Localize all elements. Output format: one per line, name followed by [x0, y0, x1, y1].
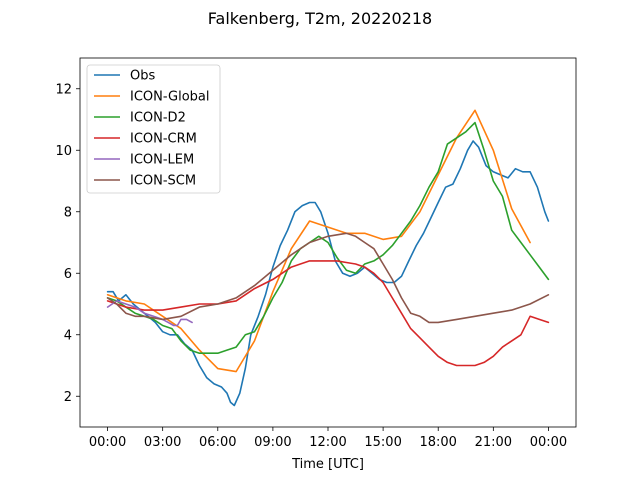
- x-tick-label: 18:00: [419, 435, 456, 450]
- y-tick-label: 8: [64, 205, 72, 220]
- x-tick-label: 15:00: [364, 435, 401, 450]
- x-tick-label: 00:00: [530, 435, 567, 450]
- legend-label-icon-d2: ICON-D2: [130, 111, 186, 126]
- x-tick-label: 09:00: [254, 435, 291, 450]
- x-axis-ticks: 00:00 03:00 06:00 09:00 12:00 15:00 18:00 21:00…: [89, 427, 567, 450]
- x-tick-label: 21:00: [475, 435, 512, 450]
- y-tick-label: 2: [64, 390, 72, 405]
- x-tick-label: 06:00: [199, 435, 236, 450]
- x-axis-label: Time [UTC]: [291, 457, 364, 472]
- legend-label-obs: Obs: [130, 69, 155, 84]
- legend-box: [86, 64, 221, 194]
- y-tick-label: 10: [55, 144, 72, 159]
- legend-label-icon-global: ICON-Global: [130, 90, 210, 105]
- y-tick-label: 6: [64, 267, 72, 282]
- series-line-icon-global: [106, 109, 531, 373]
- x-tick-label: 12:00: [309, 435, 346, 450]
- y-tick-label: 12: [55, 82, 72, 97]
- series-line-icon-crm: [106, 260, 550, 367]
- series-line-icon-scm: [106, 232, 550, 324]
- x-tick-label: 03:00: [144, 435, 181, 450]
- chart-title: Falkenberg, T2m, 20220218: [208, 9, 432, 28]
- legend: Obs ICON-Global ICON-D2 ICON-CRM ICON-LEM ICO…: [86, 64, 221, 194]
- series-layer: [106, 109, 550, 407]
- legend-label-icon-crm: ICON-CRM: [130, 132, 197, 147]
- series-line-icon-d2: [106, 121, 550, 355]
- x-tick-label: 00:00: [89, 435, 126, 450]
- series-line-obs: [106, 140, 550, 407]
- legend-label-icon-lem: ICON-LEM: [130, 153, 194, 168]
- y-tick-label: 4: [64, 328, 72, 343]
- y-axis-ticks: 2 4 6 8 10 12: [55, 82, 80, 405]
- legend-label-icon-scm: ICON-SCM: [130, 174, 196, 189]
